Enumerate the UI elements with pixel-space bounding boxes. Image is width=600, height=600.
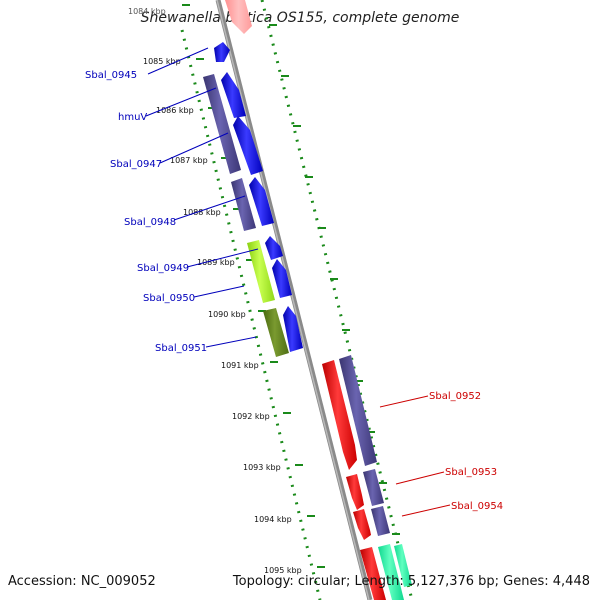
- gene-label: Sbal_0950: [143, 293, 195, 304]
- gene-label: Sbal_0952: [429, 391, 481, 402]
- label-sbal-0953[interactable]: Sbal_0953: [395, 467, 497, 485]
- kbp-tick: 1094 kbp: [254, 515, 315, 524]
- cog-bar: [394, 544, 412, 587]
- tick-label: 1090 kbp: [208, 310, 246, 319]
- label-sbal-0951[interactable]: Sbal_0951: [155, 336, 257, 354]
- tick-label: 1091 kbp: [221, 361, 259, 370]
- gene-sbal-0952[interactable]: [322, 360, 357, 470]
- gene-label: hmuV: [118, 112, 147, 123]
- tick-label: 1084 kbp: [128, 7, 166, 16]
- gene-sbal-0953[interactable]: [346, 474, 364, 510]
- kbp-tick: 1095 kbp: [264, 566, 325, 575]
- tick-label: 1095 kbp: [264, 566, 302, 575]
- genome-summary-text: Topology: circular; Length: 5,127,376 bp…: [232, 574, 590, 589]
- tick-label: 1088 kbp: [183, 208, 221, 217]
- gene-label: Sbal_0947: [110, 159, 162, 170]
- label-sbal-0948[interactable]: Sbal_0948: [124, 195, 246, 228]
- cog-bar: [231, 178, 256, 231]
- gene-label: Sbal_0953: [445, 467, 497, 478]
- accession-text: Accession: NC_009052: [8, 574, 156, 589]
- tick-label: 1092 kbp: [232, 412, 270, 421]
- gene-sbal-0949[interactable]: [265, 236, 283, 260]
- kbp-tick: 1086 kbp: [156, 106, 216, 115]
- kbp-tick: 1091 kbp: [221, 361, 278, 370]
- genome-axis-highlight: [216, 0, 370, 600]
- kbp-tick: 1084 kbp: [128, 4, 190, 16]
- kbp-tick: 1092 kbp: [232, 412, 291, 421]
- gene-sbal-0954[interactable]: [353, 509, 371, 540]
- cog-bar: [203, 74, 241, 174]
- kbp-tick: 1087 kbp: [170, 156, 229, 165]
- tick-label: 1093 kbp: [243, 463, 281, 472]
- gene-hmuv[interactable]: [221, 72, 246, 118]
- tick-label: 1086 kbp: [156, 106, 194, 115]
- gene-sbal-0951[interactable]: [283, 306, 303, 352]
- label-sbal-0950[interactable]: Sbal_0950: [143, 285, 245, 304]
- kbp-tick: 1093 kbp: [243, 463, 303, 472]
- label-hmuv[interactable]: hmuV: [118, 87, 217, 123]
- cog-bar: [363, 469, 384, 506]
- outer-dotted-track: [260, 0, 414, 600]
- gene-label: Sbal_0954: [451, 501, 503, 512]
- gene-sbal-0947[interactable]: [233, 116, 263, 175]
- label-sbal-0945[interactable]: Sbal_0945: [85, 47, 209, 81]
- cog-bar: [339, 355, 377, 466]
- tick-label: 1085 kbp: [143, 57, 181, 66]
- tick-label: 1089 kbp: [197, 258, 235, 267]
- outer-track-dashes: [269, 24, 412, 586]
- gene-sbal-0948[interactable]: [249, 177, 274, 226]
- gene-sbal-0950[interactable]: [272, 259, 292, 298]
- gene-label: Sbal_0945: [85, 70, 137, 81]
- tick-label: 1087 kbp: [170, 156, 208, 165]
- kbp-tick: 1085 kbp: [143, 57, 204, 66]
- label-sbal-0954[interactable]: Sbal_0954: [401, 501, 503, 517]
- gene-label: Sbal_0951: [155, 343, 207, 354]
- gene-sbal-0945[interactable]: [214, 42, 230, 62]
- genome-axis: [215, 0, 373, 600]
- kbp-tick: 1090 kbp: [208, 310, 266, 319]
- kbp-tick: 1088 kbp: [183, 208, 241, 217]
- label-sbal-0949[interactable]: Sbal_0949: [137, 248, 259, 274]
- gene-label: Sbal_0948: [124, 217, 176, 228]
- gene-partial-red: [360, 547, 386, 600]
- label-sbal-0947[interactable]: Sbal_0947: [110, 132, 229, 170]
- cog-bar: [371, 506, 390, 536]
- tick-label: 1094 kbp: [254, 515, 292, 524]
- gene-label: Sbal_0949: [137, 263, 189, 274]
- partial-gene: [225, 0, 252, 34]
- cog-bar: [247, 240, 275, 303]
- cog-bar: [378, 544, 404, 600]
- cog-bar: [263, 308, 289, 357]
- label-sbal-0952[interactable]: Sbal_0952: [379, 391, 481, 408]
